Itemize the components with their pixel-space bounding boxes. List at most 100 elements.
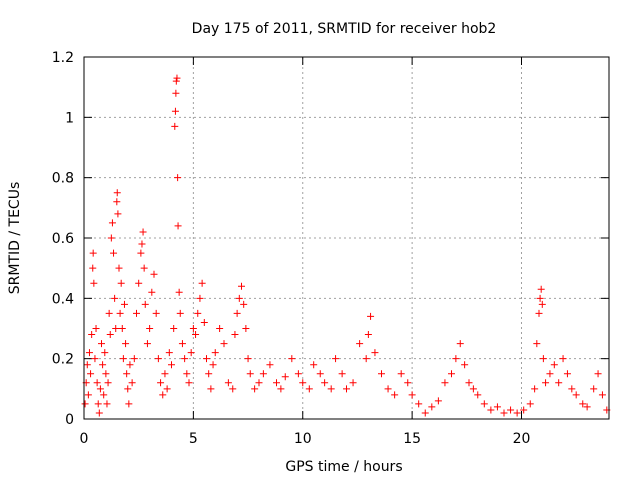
data-point [172, 89, 180, 97]
data-point [187, 349, 195, 357]
data-point [171, 107, 179, 115]
data-point [259, 370, 267, 378]
data-point [469, 385, 477, 393]
data-point [111, 294, 119, 302]
x-tick-label: 5 [189, 431, 198, 447]
data-point [456, 340, 464, 348]
data-point [93, 379, 101, 387]
data-point [141, 300, 149, 308]
data-point [125, 400, 133, 408]
data-point [513, 409, 521, 417]
data-point [170, 325, 178, 332]
data-point [338, 370, 346, 378]
data-point [117, 279, 125, 287]
data-point [176, 309, 184, 317]
data-point [194, 309, 202, 317]
data-point [568, 385, 576, 393]
data-point [408, 391, 416, 399]
data-point [251, 385, 259, 393]
data-point [152, 309, 160, 317]
data-point [428, 403, 436, 411]
data-point [122, 340, 130, 348]
data-point [203, 355, 210, 363]
data-point [98, 340, 105, 348]
data-point [238, 282, 245, 290]
data-point [240, 300, 248, 308]
data-point [157, 379, 165, 387]
data-point [148, 288, 156, 296]
data-point [85, 349, 93, 357]
data-point [448, 370, 455, 378]
data-point [172, 77, 180, 85]
data-point [116, 309, 124, 317]
data-point [266, 361, 274, 369]
data-point [235, 294, 243, 302]
data-point [105, 309, 113, 317]
data-point [107, 234, 115, 242]
data-point [209, 361, 217, 369]
data-point [480, 400, 488, 408]
x-tick-label: 0 [80, 431, 89, 447]
data-point [507, 406, 515, 414]
data-point [99, 361, 107, 369]
data-point [536, 294, 544, 302]
data-point [546, 370, 554, 378]
data-point [200, 318, 208, 326]
y-tick-label: 1 [65, 110, 74, 126]
data-point [123, 370, 131, 378]
data-point [89, 249, 97, 257]
data-point [224, 379, 232, 387]
data-point [175, 288, 183, 296]
grid-lines [84, 57, 609, 419]
data-point [216, 325, 224, 332]
data-points [81, 74, 611, 417]
data-point [168, 361, 175, 369]
data-point [96, 385, 104, 393]
data-point [90, 279, 98, 287]
data-point [89, 264, 97, 272]
data-point [119, 355, 127, 363]
data-point [220, 340, 228, 348]
data-point [242, 325, 250, 332]
data-point [114, 210, 122, 218]
data-point [281, 373, 289, 381]
data-point [178, 340, 186, 348]
data-point [174, 222, 182, 230]
data-point [192, 331, 200, 339]
data-point [367, 312, 375, 320]
data-point [273, 379, 280, 387]
x-tick-label: 15 [403, 431, 421, 447]
data-point [533, 340, 541, 348]
data-point [434, 397, 442, 405]
data-point [113, 198, 121, 206]
data-point [174, 174, 182, 182]
x-tick-label: 10 [294, 431, 312, 447]
data-point [535, 309, 543, 317]
data-point [539, 355, 547, 363]
data-point [81, 400, 89, 408]
data-point [173, 74, 181, 82]
y-tick-label: 0.8 [52, 171, 74, 187]
y-axis-label: SRMTID / TECUs [7, 182, 23, 295]
data-point [133, 309, 140, 317]
data-point [139, 228, 147, 236]
data-point [108, 219, 116, 227]
data-point [102, 370, 110, 378]
data-point [356, 340, 364, 348]
data-point [362, 355, 370, 363]
data-point [316, 370, 324, 378]
data-point [384, 385, 392, 393]
data-point [542, 379, 550, 387]
data-point [115, 264, 123, 272]
data-point [598, 391, 606, 399]
data-point [113, 189, 121, 197]
data-point [94, 400, 102, 408]
data-point [143, 340, 151, 348]
chart-title: Day 175 of 2011, SRMTID for receiver hob… [192, 21, 497, 37]
data-point [594, 370, 602, 378]
data-point [207, 385, 215, 393]
axis-ticks: 0 0.2 0.4 0.6 0.8 1 1.2 0 5 10 15 20 [52, 50, 609, 447]
data-point [415, 400, 423, 408]
data-point [196, 294, 204, 302]
data-point [137, 249, 145, 257]
